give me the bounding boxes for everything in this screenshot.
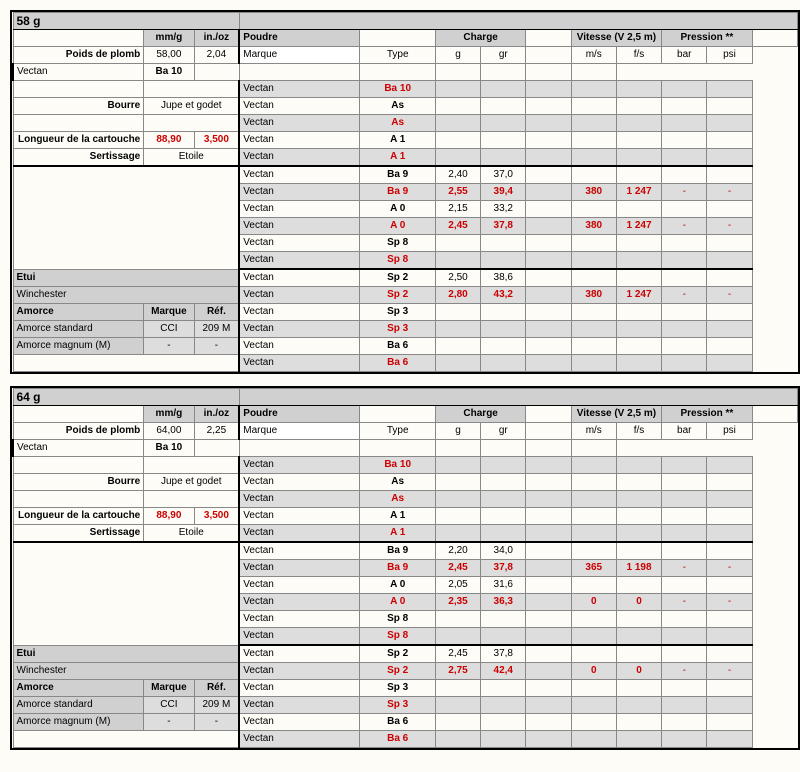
data-row: SertissageEtoileVectanA 1 [13, 149, 798, 167]
data-row: SertissageEtoileVectanA 1 [13, 525, 798, 543]
data-row: Longueur de la cartouche88,903,500Vectan… [13, 132, 798, 149]
data-row: VectanBa 10 [13, 440, 798, 457]
data-row: Amorce standardCCI209 MVectanSp 3 [13, 697, 798, 714]
data-row: VectanAs [13, 115, 798, 132]
data-row: VectanBa 10 [13, 81, 798, 98]
load-data-tables: 58 gmm/gin./ozPoudreChargeVitesse (V 2,5… [10, 10, 800, 750]
data-row: VectanAs [13, 491, 798, 508]
data-row: AmorceMarqueRéf.VectanSp 3 [13, 304, 798, 321]
data-row: VectanBa 6 [13, 731, 798, 748]
data-row: Amorce magnum (M)--VectanBa 6 [13, 338, 798, 355]
data-row: VectanBa 10 [13, 64, 798, 81]
data-row: AmorceMarqueRéf.VectanSp 3 [13, 680, 798, 697]
data-row: VectanBa 6 [13, 355, 798, 372]
data-row: VectanBa 92,2034,0 [13, 542, 798, 560]
load-block: 64 gmm/gin./ozPoudreChargeVitesse (V 2,5… [10, 386, 800, 750]
header-row-2: Poids de plomb64,002,25MarqueTypeggrm/sf… [13, 423, 798, 440]
load-table: 64 gmm/gin./ozPoudreChargeVitesse (V 2,5… [12, 388, 798, 748]
data-row: EtuiVectanSp 22,5038,6 [13, 269, 798, 287]
data-row: EtuiVectanSp 22,4537,8 [13, 645, 798, 663]
data-row: Amorce standardCCI209 MVectanSp 3 [13, 321, 798, 338]
header-row-1: mm/gin./ozPoudreChargeVitesse (V 2,5 m)P… [13, 30, 798, 47]
data-row: WinchesterVectanSp 22,8043,23801 247-- [13, 287, 798, 304]
data-row: BourreJupe et godetVectanAs [13, 474, 798, 491]
data-row: BourreJupe et godetVectanAs [13, 98, 798, 115]
data-row: Amorce magnum (M)--VectanBa 6 [13, 714, 798, 731]
load-table: 58 gmm/gin./ozPoudreChargeVitesse (V 2,5… [12, 12, 798, 372]
load-block: 58 gmm/gin./ozPoudreChargeVitesse (V 2,5… [10, 10, 800, 374]
data-row: Longueur de la cartouche88,903,500Vectan… [13, 508, 798, 525]
title-row: 58 g [13, 13, 798, 30]
title-row: 64 g [13, 389, 798, 406]
data-row: VectanBa 92,4037,0 [13, 166, 798, 184]
header-row-2: Poids de plomb58,002,04MarqueTypeggrm/sf… [13, 47, 798, 64]
data-row: VectanBa 10 [13, 457, 798, 474]
header-row-1: mm/gin./ozPoudreChargeVitesse (V 2,5 m)P… [13, 406, 798, 423]
data-row: WinchesterVectanSp 22,7542,400-- [13, 663, 798, 680]
